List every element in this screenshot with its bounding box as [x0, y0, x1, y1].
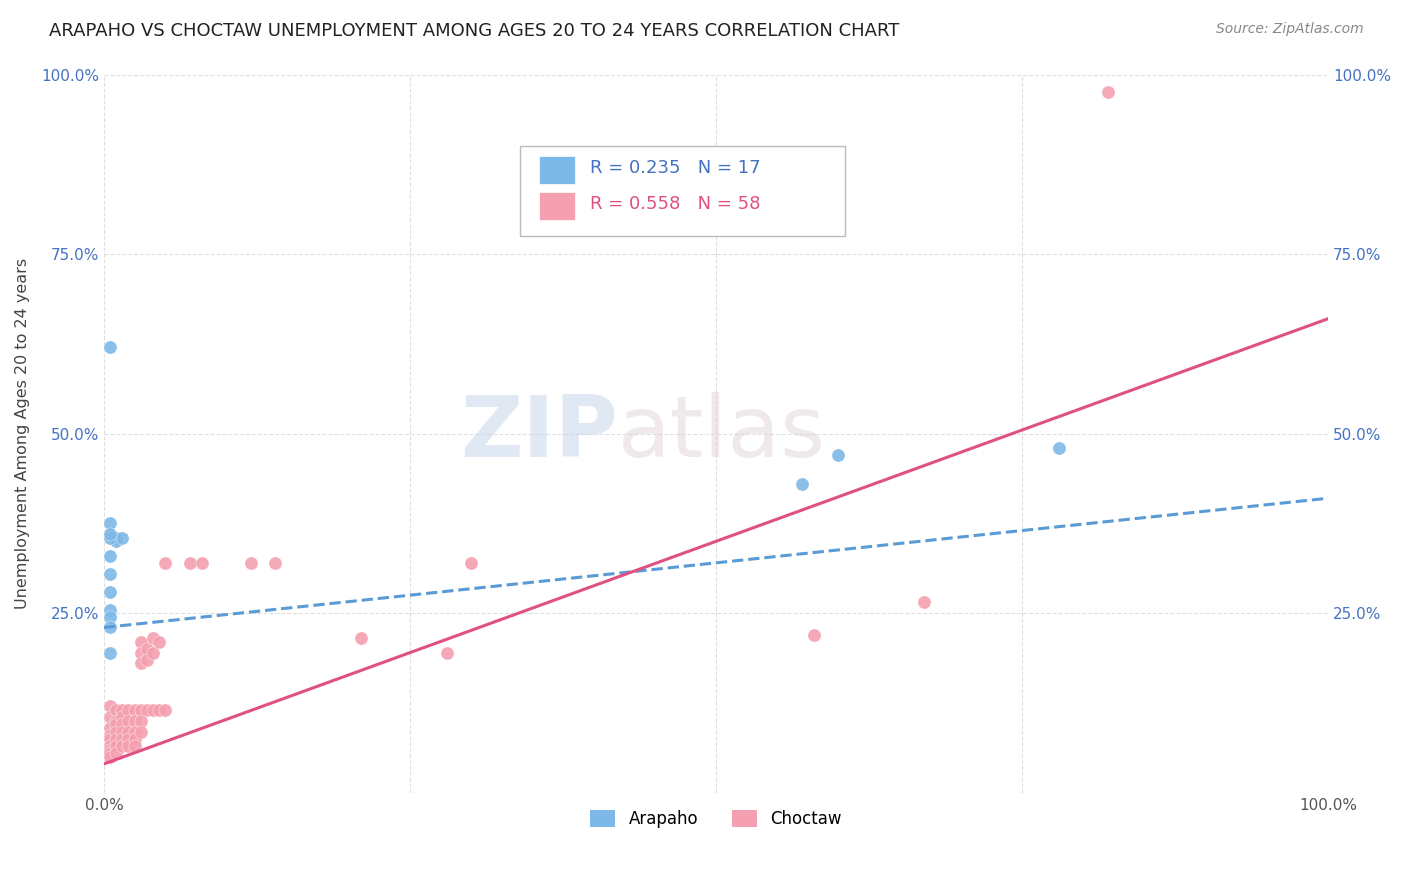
Point [803, 628, 825, 642]
Text: ARAPAHO VS CHOCTAW UNEMPLOYMENT AMONG AGES 20 TO 24 YEARS CORRELATION CHART: ARAPAHO VS CHOCTAW UNEMPLOYMENT AMONG AG… [49, 22, 900, 40]
Point [111, 531, 134, 545]
Point [129, 646, 152, 660]
Text: ZIP: ZIP [460, 392, 619, 475]
Point [135, 653, 157, 667]
Point [142, 703, 165, 717]
Point [105, 703, 128, 717]
Point [148, 703, 170, 717]
Point [98, 527, 121, 541]
Point [124, 739, 146, 753]
Point [117, 724, 139, 739]
Point [117, 731, 139, 746]
Point [124, 731, 146, 746]
Point [98, 710, 121, 724]
Point [129, 635, 152, 649]
Point [98, 516, 121, 531]
Point [124, 703, 146, 717]
Point [105, 731, 128, 746]
Point [124, 714, 146, 728]
Point [111, 731, 134, 746]
Point [98, 728, 121, 742]
Point [105, 534, 128, 549]
Point [1047, 441, 1070, 455]
Point [111, 703, 134, 717]
Point [239, 556, 262, 570]
Point [98, 609, 121, 624]
Point [98, 739, 121, 753]
Point [124, 724, 146, 739]
Text: R = 0.235   N = 17: R = 0.235 N = 17 [591, 159, 761, 177]
Point [264, 556, 287, 570]
Point [98, 566, 121, 581]
Point [98, 340, 121, 354]
Point [153, 556, 176, 570]
Point [117, 739, 139, 753]
Point [111, 717, 134, 731]
Point [1097, 86, 1119, 100]
Y-axis label: Unemployment Among Ages 20 to 24 years: Unemployment Among Ages 20 to 24 years [15, 258, 30, 609]
Point [129, 703, 152, 717]
Bar [538, 156, 575, 185]
Point [98, 549, 121, 563]
Point [179, 556, 201, 570]
Point [142, 632, 165, 646]
Point [111, 739, 134, 753]
Point [105, 724, 128, 739]
Point [98, 749, 121, 764]
Point [436, 646, 458, 660]
Point [98, 721, 121, 735]
Text: Source: ZipAtlas.com: Source: ZipAtlas.com [1216, 22, 1364, 37]
Point [153, 703, 176, 717]
Point [111, 710, 134, 724]
Point [98, 742, 121, 756]
Point [129, 724, 152, 739]
Point [98, 699, 121, 714]
Point [135, 703, 157, 717]
Point [350, 632, 373, 646]
Point [790, 476, 813, 491]
Point [129, 657, 152, 671]
Point [105, 714, 128, 728]
Point [105, 739, 128, 753]
Text: R = 0.558   N = 58: R = 0.558 N = 58 [591, 194, 761, 213]
Point [98, 731, 121, 746]
Point [105, 717, 128, 731]
Point [111, 724, 134, 739]
Bar [538, 192, 575, 220]
Point [98, 620, 121, 634]
Point [827, 448, 849, 462]
Point [129, 714, 152, 728]
FancyBboxPatch shape [520, 146, 845, 236]
Point [135, 642, 157, 657]
Point [117, 714, 139, 728]
Point [105, 531, 128, 545]
Point [142, 646, 165, 660]
Point [191, 556, 214, 570]
Point [98, 531, 121, 545]
Point [98, 584, 121, 599]
Point [912, 595, 935, 609]
Point [98, 746, 121, 760]
Point [98, 602, 121, 616]
Point [460, 556, 482, 570]
Point [98, 646, 121, 660]
Point [117, 703, 139, 717]
Legend: Arapaho, Choctaw: Arapaho, Choctaw [583, 803, 848, 835]
Point [105, 746, 128, 760]
Text: atlas: atlas [619, 392, 827, 475]
Point [148, 635, 170, 649]
